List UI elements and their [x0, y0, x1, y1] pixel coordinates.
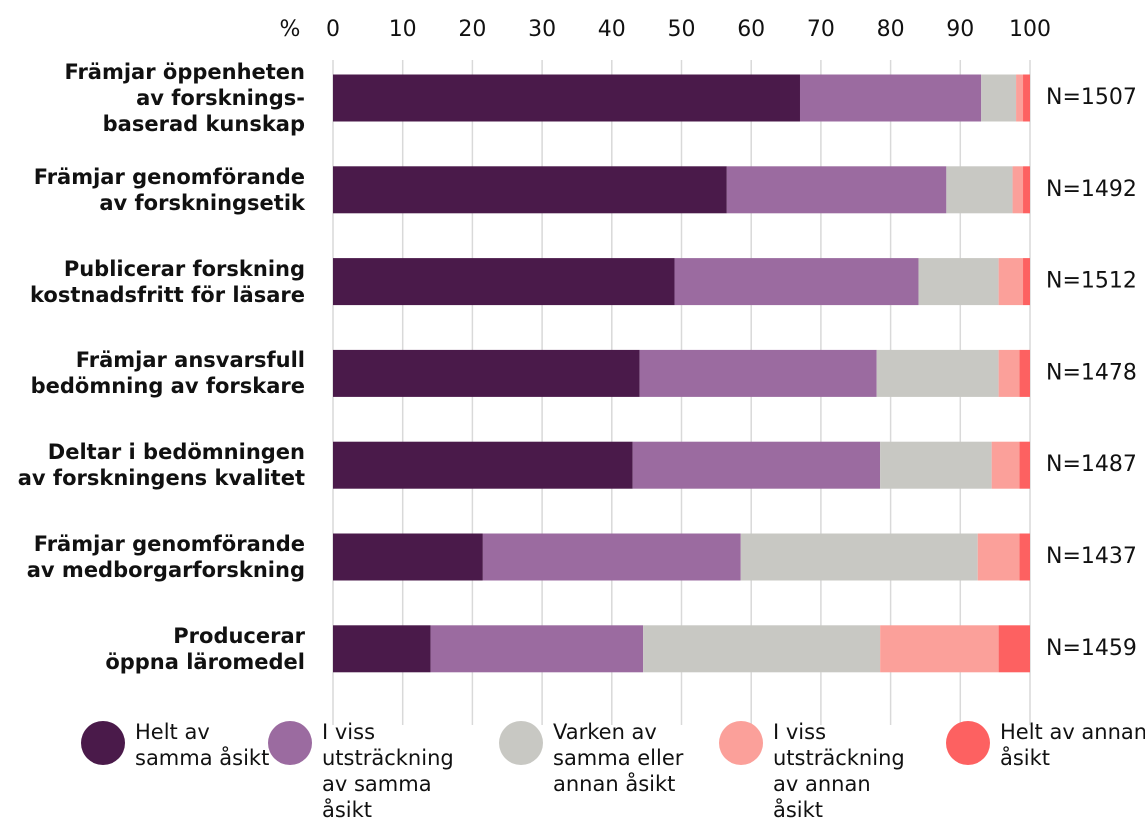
legend-swatch — [719, 721, 763, 765]
x-tick-label: 80 — [877, 17, 905, 42]
bar-segment — [1023, 258, 1030, 306]
category-label: Publicerar forskning kostnadsfritt för l… — [30, 256, 305, 307]
bar-segment — [639, 349, 877, 397]
legend-swatch — [268, 721, 312, 765]
axis-unit: % — [280, 17, 301, 42]
bar-segment — [482, 533, 741, 581]
x-tick-label: 30 — [528, 17, 556, 42]
x-tick-label: 70 — [807, 17, 835, 42]
bar-segment — [333, 258, 675, 306]
n-label: N=1478 — [1046, 360, 1137, 385]
x-tick-label: 90 — [946, 17, 974, 42]
x-tick-label: 40 — [598, 17, 626, 42]
legend-label: I viss utsträckning av samma åsikt — [322, 720, 454, 822]
category-label: Producerar öppna läromedel — [105, 623, 305, 674]
bar-segment — [799, 74, 982, 122]
bar-segment — [333, 533, 483, 581]
bar-segment — [430, 625, 644, 673]
n-label: N=1487 — [1046, 452, 1137, 477]
bar-segment — [998, 258, 1024, 306]
bar-segment — [977, 533, 1020, 581]
bar-segment — [1023, 74, 1030, 122]
category-label: Främjar genomförande av forskningsetik — [33, 164, 305, 215]
bar-segment — [946, 166, 1013, 214]
bar-segment — [998, 625, 1030, 673]
legend-swatch — [81, 721, 125, 765]
x-tick-label: 10 — [389, 17, 417, 42]
bar-segment — [674, 258, 919, 306]
n-label: N=1512 — [1046, 269, 1137, 294]
bar-segment — [1016, 74, 1024, 122]
x-tick-label: 60 — [737, 17, 765, 42]
bar-segment — [643, 625, 881, 673]
legend-swatch — [499, 721, 543, 765]
bar-segment — [333, 625, 431, 673]
bar-segment — [333, 74, 800, 122]
category-label: Främjar ansvarsfull bedömning av forskar… — [30, 348, 305, 399]
legend-label: Helt av samma åsikt — [135, 720, 270, 770]
bar-segment — [740, 533, 978, 581]
bar-segment — [1012, 166, 1024, 214]
category-label: Främjar genomförande av medborgarforskni… — [26, 532, 305, 582]
x-tick-label: 100 — [1009, 17, 1051, 42]
x-tick-label: 20 — [458, 17, 486, 42]
legend-label: I viss utsträckning av annan åsikt — [773, 720, 905, 822]
bar-segment — [333, 166, 727, 214]
bar-segment — [1023, 166, 1030, 214]
bar-segment — [991, 441, 1020, 489]
bar-segment — [998, 349, 1020, 397]
bar-segment — [880, 625, 999, 673]
legend-label: Helt av annan åsikt — [1000, 720, 1145, 770]
n-label: N=1507 — [1046, 85, 1137, 110]
bar-segment — [1019, 441, 1030, 489]
n-label: N=1492 — [1046, 177, 1137, 202]
n-label: N=1459 — [1046, 636, 1137, 661]
bar-segment — [333, 441, 633, 489]
bar-segment — [876, 349, 999, 397]
category-label: Främjar öppenheten av forsknings- basera… — [64, 60, 305, 136]
bar-segment — [726, 166, 947, 214]
bar-segment — [918, 258, 999, 306]
legend-swatch — [946, 721, 990, 765]
bar-segment — [333, 349, 640, 397]
legend-label: Varken av samma eller annan åsikt — [553, 720, 684, 796]
x-tick-label: 50 — [668, 17, 696, 42]
bar-segment — [880, 441, 992, 489]
bar-segment — [1019, 349, 1030, 397]
x-tick-label: 0 — [326, 17, 340, 42]
bar-segment — [1019, 533, 1030, 581]
bar-segment — [981, 74, 1017, 122]
n-label: N=1437 — [1046, 544, 1137, 569]
bar-segment — [632, 441, 881, 489]
category-label: Deltar i bedömningen av forskningens kva… — [17, 440, 305, 491]
